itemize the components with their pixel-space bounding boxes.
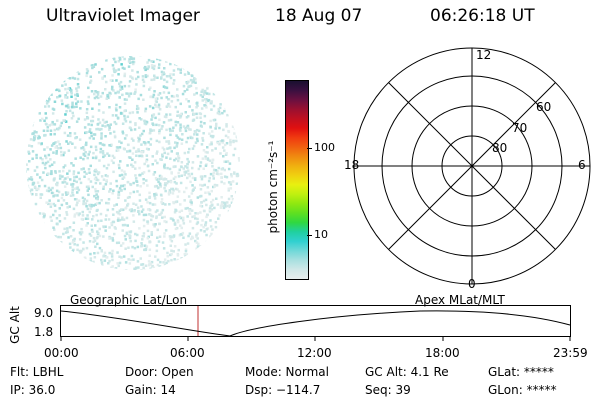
timeline-xtick-4: 23:59	[553, 346, 588, 360]
timeline-xtick-2: 12:00	[297, 346, 332, 360]
colorbar-label-10: 10	[314, 228, 328, 241]
polar-ring-label-80: 80	[492, 141, 507, 155]
timeline-xtick-1: 06:00	[170, 346, 205, 360]
timeline-right-title: Apex MLat/MLT	[415, 293, 505, 307]
timeline-xtick-0: 00:00	[44, 346, 79, 360]
colorbar-label-100: 100	[314, 141, 335, 154]
polar-ring-label-70: 70	[512, 121, 527, 135]
status-dsp: Dsp: −114.7	[245, 383, 321, 397]
timeline-ymax: 9.0	[34, 306, 54, 320]
polar-diagonal-2	[388, 82, 556, 250]
timeline-ymin: 1.8	[34, 325, 54, 339]
colorbar	[285, 80, 309, 280]
polar-label-top: 12	[476, 48, 491, 62]
status-ip: IP: 36.0	[10, 383, 56, 397]
polar-grid: 12 0 18 6 60 70 80	[344, 47, 591, 290]
date-label: 18 Aug 07	[275, 6, 363, 26]
status-seq: Seq: 39	[365, 383, 411, 397]
timeline-left-title: Geographic Lat/Lon	[70, 293, 188, 307]
status-glon: GLon: *****	[488, 383, 557, 397]
uv-image	[26, 56, 240, 270]
polar-label-left: 18	[344, 158, 359, 172]
colorbar-tick-100	[307, 148, 312, 149]
timeline-xtick-3: 18:00	[425, 346, 460, 360]
colorbar-tick-10	[307, 235, 312, 236]
timeline-altitude-curve	[60, 310, 571, 337]
status-door: Door: Open	[125, 365, 194, 379]
uv-image-speckles	[26, 56, 240, 270]
polar-ring-label-60: 60	[536, 100, 551, 114]
timeline-ylabel: GC Alt	[8, 306, 22, 344]
status-gc-alt: GC Alt: 4.1 Re	[365, 365, 449, 379]
status-mode: Mode: Normal	[245, 365, 329, 379]
instrument-title: Ultraviolet Imager	[46, 6, 200, 26]
polar-label-right: 6	[578, 158, 586, 172]
polar-label-bottom: 0	[468, 277, 476, 290]
time-label: 06:26:18 UT	[430, 6, 535, 26]
colorbar-unit-label: photon cm⁻²s⁻¹	[266, 140, 280, 234]
status-glat: GLat: *****	[488, 365, 554, 379]
status-gain: Gain: 14	[125, 383, 176, 397]
status-filter: Flt: LBHL	[10, 365, 64, 379]
timeline-plot	[60, 305, 571, 341]
